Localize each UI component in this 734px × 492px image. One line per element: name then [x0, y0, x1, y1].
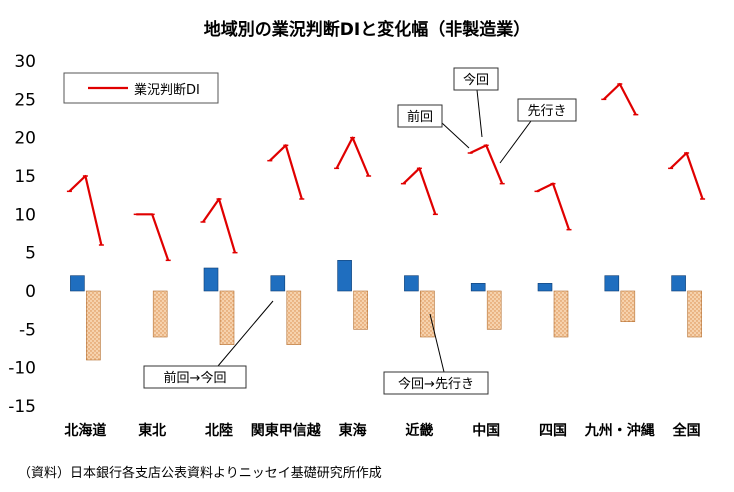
- di-line: [669, 151, 704, 200]
- category-label: 近畿: [405, 422, 433, 439]
- bar-prev-to-now: [537, 283, 553, 292]
- bar-now-to-outlook: [353, 290, 368, 330]
- bar-prev-to-now: [337, 260, 352, 292]
- di-line: [536, 182, 571, 231]
- bar-prev-to-now: [270, 275, 286, 292]
- legend: 業況判断DI: [63, 72, 219, 104]
- category-label: 東海: [339, 422, 367, 439]
- bar-now-to-outlook: [219, 290, 235, 345]
- y-tick-label: -5: [19, 320, 36, 340]
- annot-bar-prev-label: 前回→今回: [164, 370, 227, 386]
- bar-prev-to-now: [203, 267, 219, 292]
- di-line: [402, 167, 437, 215]
- y-tick-label: -15: [8, 397, 36, 417]
- category-label: 九州・沖縄: [584, 422, 655, 439]
- annot-now-leader: [476, 89, 483, 138]
- bar-prev-to-now: [470, 283, 486, 292]
- di-line: [469, 144, 504, 185]
- bar-now-to-outlook: [86, 290, 101, 361]
- annot-now-label: 今回: [463, 72, 489, 88]
- bar-now-to-outlook: [152, 290, 168, 338]
- annot-bar-outlook-label: 今回→先行き: [398, 376, 474, 392]
- category-label: 北陸: [205, 422, 233, 439]
- di-line: [269, 144, 303, 200]
- bar-now-to-outlook: [553, 290, 569, 338]
- annot-bar-outlook-box: [383, 371, 489, 395]
- bar-now-to-outlook: [687, 290, 702, 338]
- category-label: 中国: [472, 422, 500, 439]
- y-tick-label: -10: [8, 359, 36, 379]
- annot-bar-outlook-leader: [429, 313, 445, 373]
- y-tick-label: 25: [14, 90, 36, 110]
- bar-prev-to-now: [404, 275, 419, 292]
- bar-prev-to-now: [671, 275, 686, 292]
- bar-now-to-outlook: [420, 290, 435, 338]
- category-label: 東北: [138, 422, 166, 439]
- di-line: [68, 174, 103, 246]
- bar-now-to-outlook: [486, 290, 502, 330]
- source-note: （資料）日本銀行各支店公表資料よりニッセイ基礎研究所作成: [18, 466, 382, 481]
- bar-now-to-outlook: [286, 290, 302, 345]
- y-tick-label: 5: [25, 244, 36, 264]
- di-line: [136, 213, 170, 261]
- annot-prev-leader: [441, 122, 470, 149]
- di-line: [202, 197, 237, 253]
- y-tick-label: 0: [25, 282, 36, 302]
- chart-title: 地域別の業況判断DIと変化幅（非製造業）: [204, 19, 530, 40]
- category-label: 全国: [672, 422, 701, 439]
- annot-bar-prev-leader: [217, 300, 274, 367]
- category-label: 関東甲信越: [251, 422, 322, 439]
- y-tick-label: 30: [14, 52, 36, 72]
- bar-now-to-outlook: [620, 290, 636, 322]
- annot-now-box: [453, 67, 499, 91]
- annot-outlook-label: 先行き: [527, 104, 566, 119]
- annot-prev-label: 前回: [407, 109, 433, 125]
- category-label: 四国: [539, 423, 567, 439]
- annot-outlook-leader: [499, 120, 532, 164]
- annot-prev-box: [397, 104, 443, 128]
- bar-prev-to-now: [70, 275, 85, 292]
- category-label: 北海道: [64, 422, 106, 439]
- annot-bar-prev-box: [143, 365, 247, 389]
- y-tick-label: 20: [14, 129, 36, 149]
- annot-outlook-box: [517, 98, 577, 122]
- di-line: [603, 82, 637, 116]
- legend-label: 業況判断DI: [134, 82, 200, 98]
- y-tick-label: 10: [14, 205, 36, 225]
- y-tick-label: 15: [14, 167, 36, 187]
- bar-prev-to-now: [604, 275, 620, 292]
- di-line: [335, 136, 370, 177]
